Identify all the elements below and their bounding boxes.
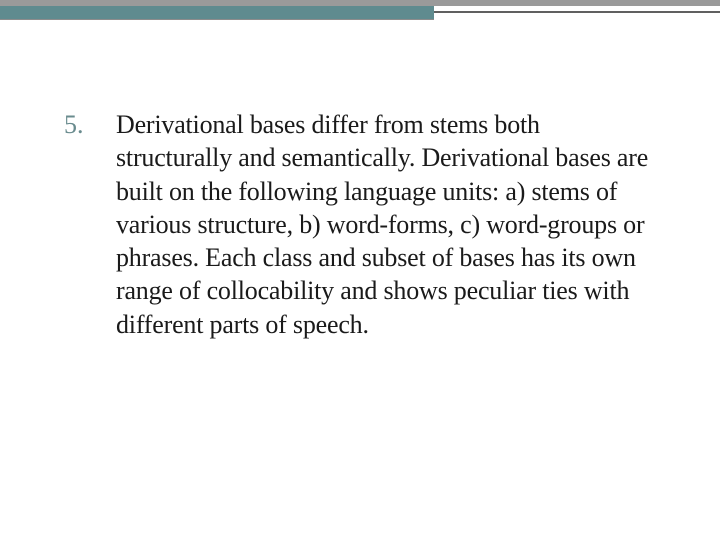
border-lower-right-line xyxy=(434,6,720,13)
slide-top-border xyxy=(0,0,720,20)
border-lower-row xyxy=(0,6,720,20)
list-item: 5. Derivational bases differ from stems … xyxy=(64,108,660,341)
slide-content: 5. Derivational bases differ from stems … xyxy=(64,108,660,341)
list-number: 5. xyxy=(64,108,116,142)
border-lower-left-bar xyxy=(0,6,434,20)
list-text: Derivational bases differ from stems bot… xyxy=(116,108,660,341)
